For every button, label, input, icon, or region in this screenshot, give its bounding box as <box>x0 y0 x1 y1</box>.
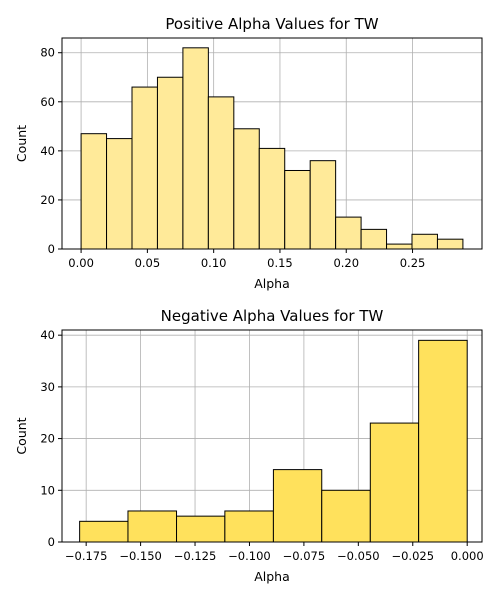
chart-title: Positive Alpha Values for TW <box>165 15 378 33</box>
histogram-bar <box>224 510 274 543</box>
x-tick-label: 0.15 <box>267 256 293 270</box>
x-tick-label: 0.20 <box>333 256 359 270</box>
histogram-bar <box>79 520 129 543</box>
x-tick-label: −0.100 <box>228 549 271 563</box>
y-tick-label: 40 <box>40 328 55 342</box>
histogram-bar <box>418 339 468 543</box>
y-tick-label: 0 <box>48 242 55 256</box>
y-tick-label: 20 <box>40 432 55 446</box>
histogram-bar <box>207 96 235 250</box>
histogram-bar <box>258 147 286 250</box>
histogram-bar <box>182 47 209 250</box>
chart-2: −0.175 −0.150 −0.125 −0.100 −0.075 −0.050 −0.0… <box>14 307 484 584</box>
plot-frame <box>61 37 483 250</box>
x-tick-label: 0.00 <box>68 256 94 270</box>
histogram-bar <box>80 133 108 250</box>
histogram-bar <box>321 489 371 543</box>
histogram-bar <box>335 216 362 250</box>
y-tick-label: 80 <box>40 46 55 60</box>
x-tick-label: −0.075 <box>283 549 326 563</box>
x-tick-label: 0.10 <box>201 256 227 270</box>
histogram-bar <box>233 128 260 250</box>
histogram-bar <box>131 86 158 250</box>
x-axis-label: Alpha <box>254 569 290 584</box>
x-tick-label: 0.25 <box>400 256 426 270</box>
histogram-bar <box>436 238 464 250</box>
chart-title: Negative Alpha Values for TW <box>161 307 384 325</box>
histogram-bar <box>176 515 226 543</box>
x-tick-label: 0.000 <box>451 549 484 563</box>
x-tick-label: 0.05 <box>135 256 161 270</box>
x-tick-label: −0.150 <box>119 549 162 563</box>
y-tick-label: 0 <box>48 535 55 549</box>
x-tick-label: −0.050 <box>337 549 380 563</box>
histogram-bar <box>106 138 133 250</box>
y-tick-label: 40 <box>40 144 55 158</box>
y-tick-label: 30 <box>40 380 55 394</box>
histogram-bar <box>360 228 388 250</box>
histogram-bar <box>411 233 438 250</box>
plot-frame <box>61 329 483 543</box>
x-tick-label: −0.025 <box>391 549 434 563</box>
chart-1: 0.00 0.05 0.10 0.15 0.20 0.25 0 20 40 60 80 Positiv… <box>14 15 483 291</box>
y-tick-label: 10 <box>40 483 55 497</box>
y-tick-label: 20 <box>40 193 55 207</box>
x-tick-label: −0.125 <box>174 549 217 563</box>
y-axis-label: Count <box>14 417 29 454</box>
x-axis-label: Alpha <box>254 276 290 291</box>
histogram-bar <box>284 169 311 250</box>
y-axis-label: Count <box>14 125 29 162</box>
histogram-bar <box>156 76 184 250</box>
histogram-bar <box>386 243 413 250</box>
x-tick-label: −0.175 <box>65 549 108 563</box>
histogram-bar <box>272 469 323 543</box>
histogram-bar <box>309 160 337 250</box>
y-tick-label: 60 <box>40 95 55 109</box>
histogram-bar <box>369 422 420 543</box>
histogram-bar <box>127 510 178 543</box>
